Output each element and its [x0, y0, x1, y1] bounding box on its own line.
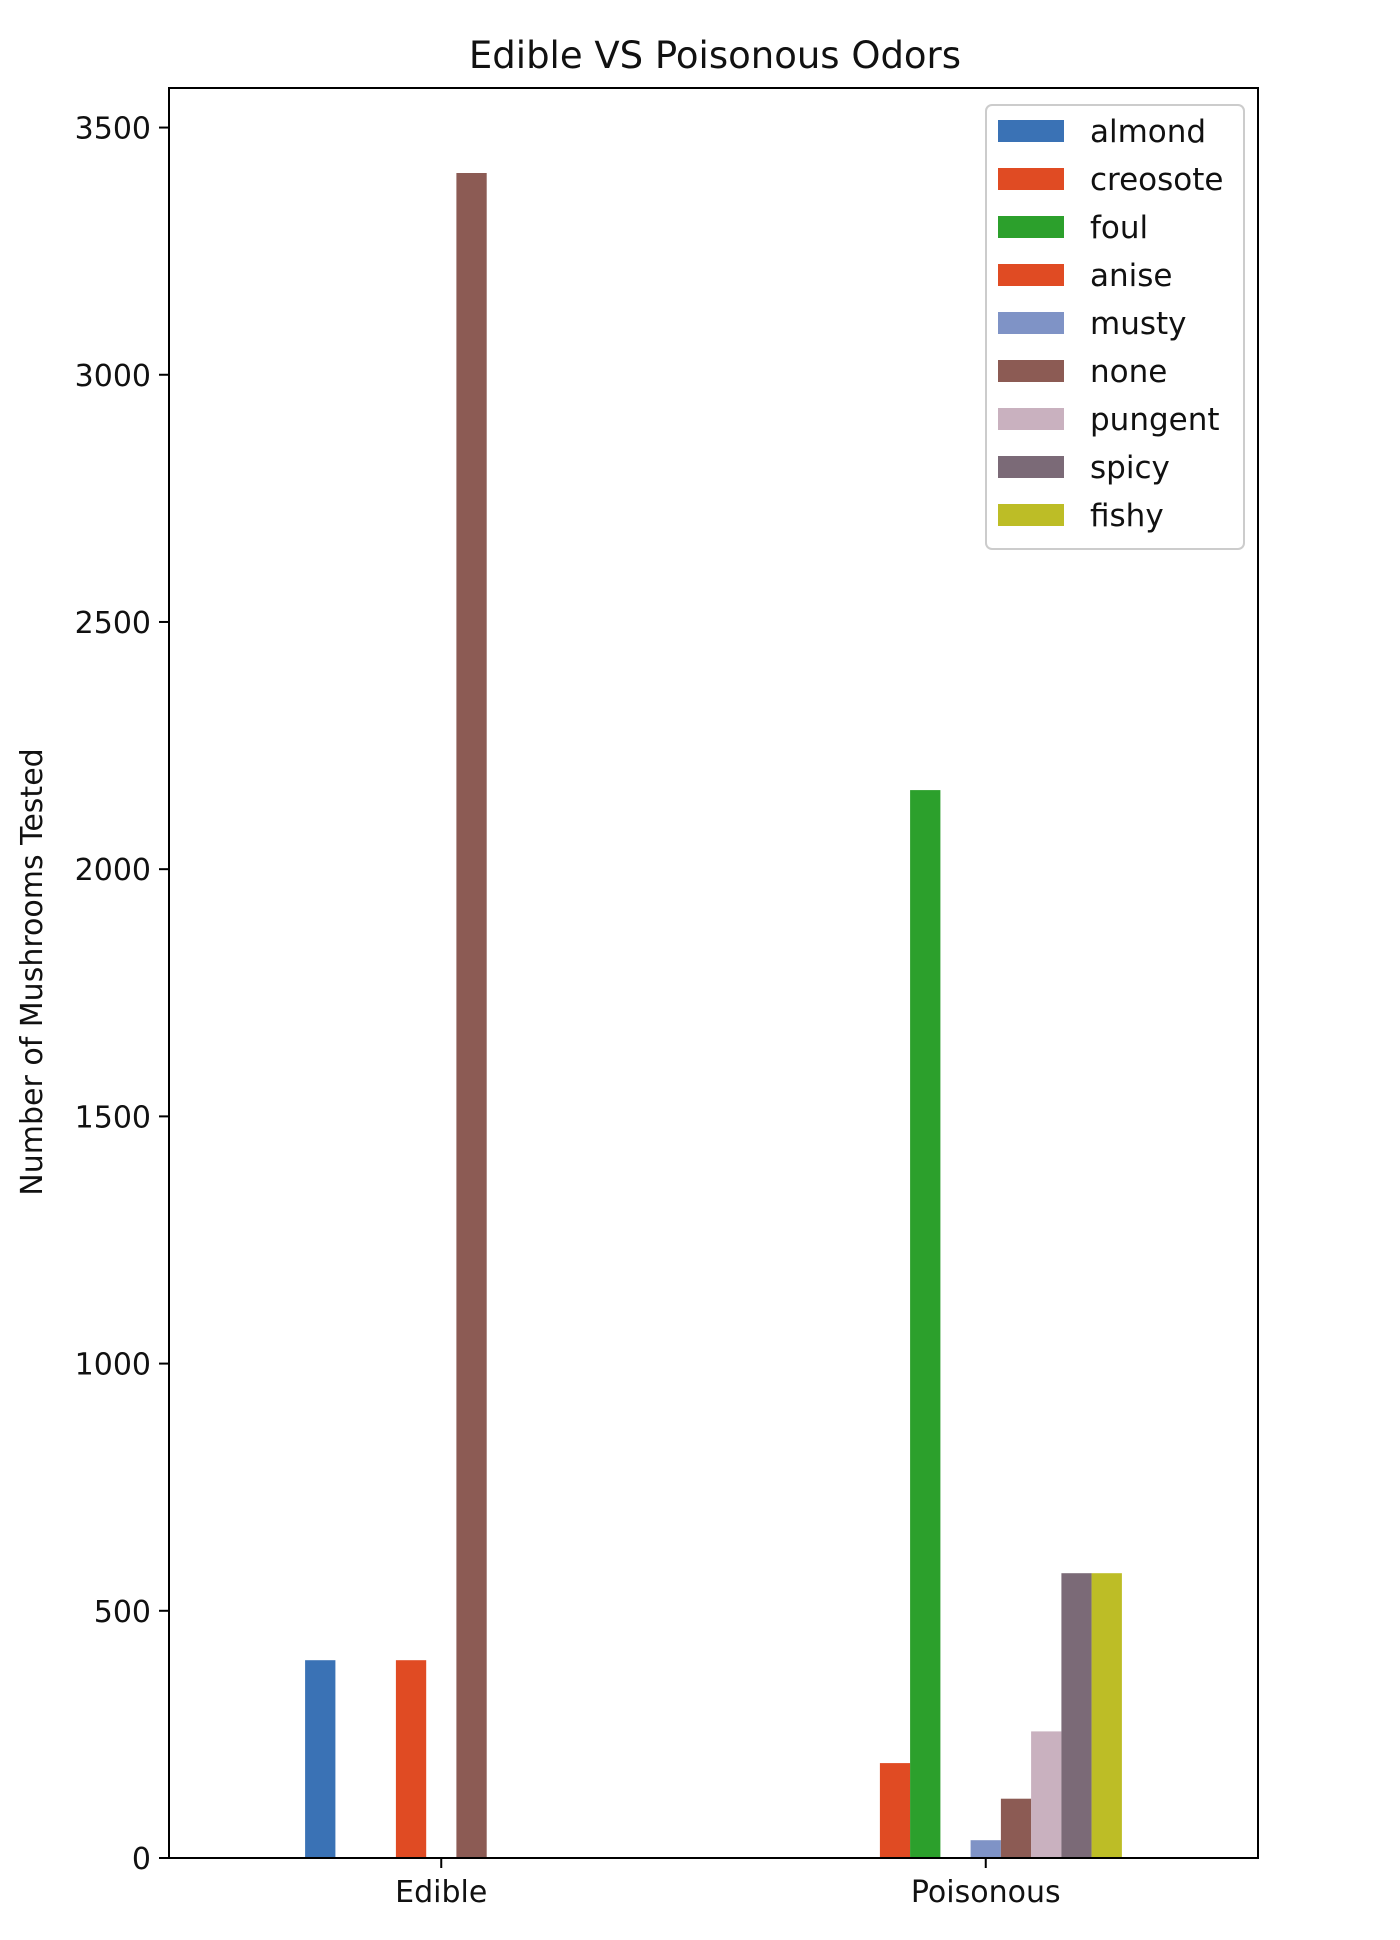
- y-tick-label: 2500: [75, 606, 151, 641]
- bar-none-poisonous: [1001, 1799, 1031, 1858]
- bar-creosote-poisonous: [880, 1763, 910, 1858]
- bar-pungent-poisonous: [1031, 1731, 1061, 1858]
- legend-label-pungent: pungent: [1090, 402, 1220, 438]
- legend-label-none: none: [1090, 354, 1167, 390]
- bar-foul-poisonous: [910, 790, 940, 1858]
- legend-swatch-pungent: [998, 408, 1064, 430]
- y-tick-label: 3500: [75, 112, 151, 147]
- legend-swatch-musty: [998, 312, 1064, 334]
- legend-label-spicy: spicy: [1090, 450, 1170, 486]
- legend: almond creosote foul anise musty none pungent s…: [986, 105, 1244, 549]
- legend-swatch-almond: [998, 120, 1064, 142]
- bar-musty-poisonous: [971, 1840, 1001, 1858]
- y-tick-label: 0: [132, 1842, 151, 1877]
- bar-anise-edible: [396, 1660, 426, 1858]
- legend-swatch-spicy: [998, 456, 1064, 478]
- bar-fishy-poisonous: [1092, 1573, 1122, 1858]
- bar-spicy-poisonous: [1061, 1573, 1091, 1858]
- legend-label-fishy: fishy: [1090, 498, 1164, 534]
- y-tick-label: 1500: [75, 1100, 151, 1135]
- y-tick-label: 2000: [75, 853, 151, 888]
- legend-swatch-creosote: [998, 168, 1064, 190]
- chart-title: Edible VS Poisonous Odors: [469, 34, 961, 77]
- legend-swatch-anise: [998, 264, 1064, 286]
- x-tick-label-edible: Edible: [395, 1875, 487, 1910]
- bar-almond-edible: [305, 1660, 335, 1858]
- bar-none-edible: [456, 173, 486, 1858]
- y-tick-label: 3000: [75, 359, 151, 394]
- legend-label-anise: anise: [1090, 258, 1172, 294]
- legend-label-foul: foul: [1090, 210, 1148, 246]
- legend-label-almond: almond: [1090, 114, 1206, 150]
- y-axis-label: Number of Mushrooms Tested: [15, 748, 50, 1195]
- legend-label-creosote: creosote: [1090, 162, 1224, 198]
- legend-label-musty: musty: [1090, 306, 1187, 342]
- y-tick-label: 1000: [75, 1348, 151, 1383]
- y-tick-label: 500: [94, 1595, 151, 1630]
- legend-swatch-none: [998, 360, 1064, 382]
- legend-swatch-fishy: [998, 504, 1064, 526]
- x-tick-label-poisonous: Poisonous: [911, 1875, 1061, 1910]
- legend-swatch-foul: [998, 216, 1064, 238]
